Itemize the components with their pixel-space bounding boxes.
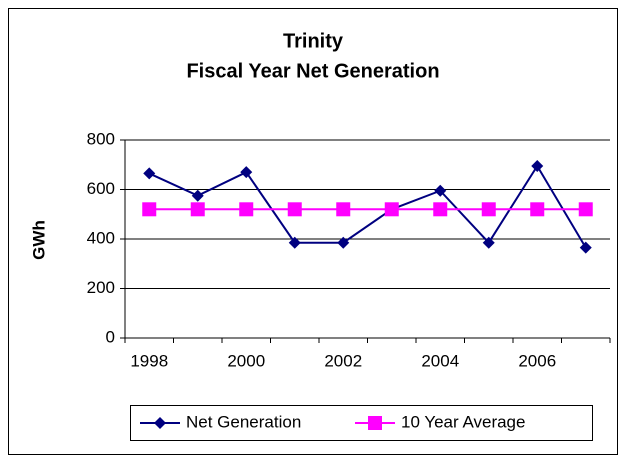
legend-marker <box>154 417 166 429</box>
point-marker <box>142 202 157 217</box>
y-axis-label: GWh <box>29 220 48 260</box>
legend-marker <box>368 416 382 430</box>
legend-label: Net Generation <box>186 412 301 431</box>
point-marker <box>530 202 545 217</box>
point-marker <box>434 184 447 197</box>
point-marker <box>287 202 302 217</box>
y-tick-label: 600 <box>87 179 115 198</box>
point-marker <box>191 189 204 202</box>
x-tick-label: 2006 <box>518 351 556 370</box>
x-tick-label: 2004 <box>421 351 459 370</box>
chart-border <box>8 8 618 455</box>
point-marker <box>481 202 496 217</box>
y-tick-label: 400 <box>87 228 115 247</box>
point-marker <box>143 167 156 180</box>
point-marker <box>531 159 544 172</box>
point-marker <box>240 166 253 179</box>
point-marker <box>336 202 351 217</box>
point-marker <box>337 236 350 249</box>
chart-title: Fiscal Year Net Generation <box>186 60 439 82</box>
point-marker <box>288 236 301 249</box>
point-marker <box>384 202 399 217</box>
y-tick-label: 0 <box>106 327 115 346</box>
legend-label: 10 Year Average <box>401 412 525 431</box>
y-tick-label: 800 <box>87 129 115 148</box>
x-tick-label: 2002 <box>324 351 362 370</box>
point-marker <box>433 202 448 217</box>
x-tick-label: 2000 <box>227 351 265 370</box>
chart-title: Trinity <box>283 30 344 52</box>
point-marker <box>578 202 593 217</box>
point-marker <box>239 202 254 217</box>
series-line <box>148 164 587 249</box>
point-marker <box>482 236 495 249</box>
y-tick-label: 200 <box>87 278 115 297</box>
point-marker <box>579 241 592 254</box>
point-marker <box>190 202 205 217</box>
x-tick-label: 1998 <box>130 351 168 370</box>
